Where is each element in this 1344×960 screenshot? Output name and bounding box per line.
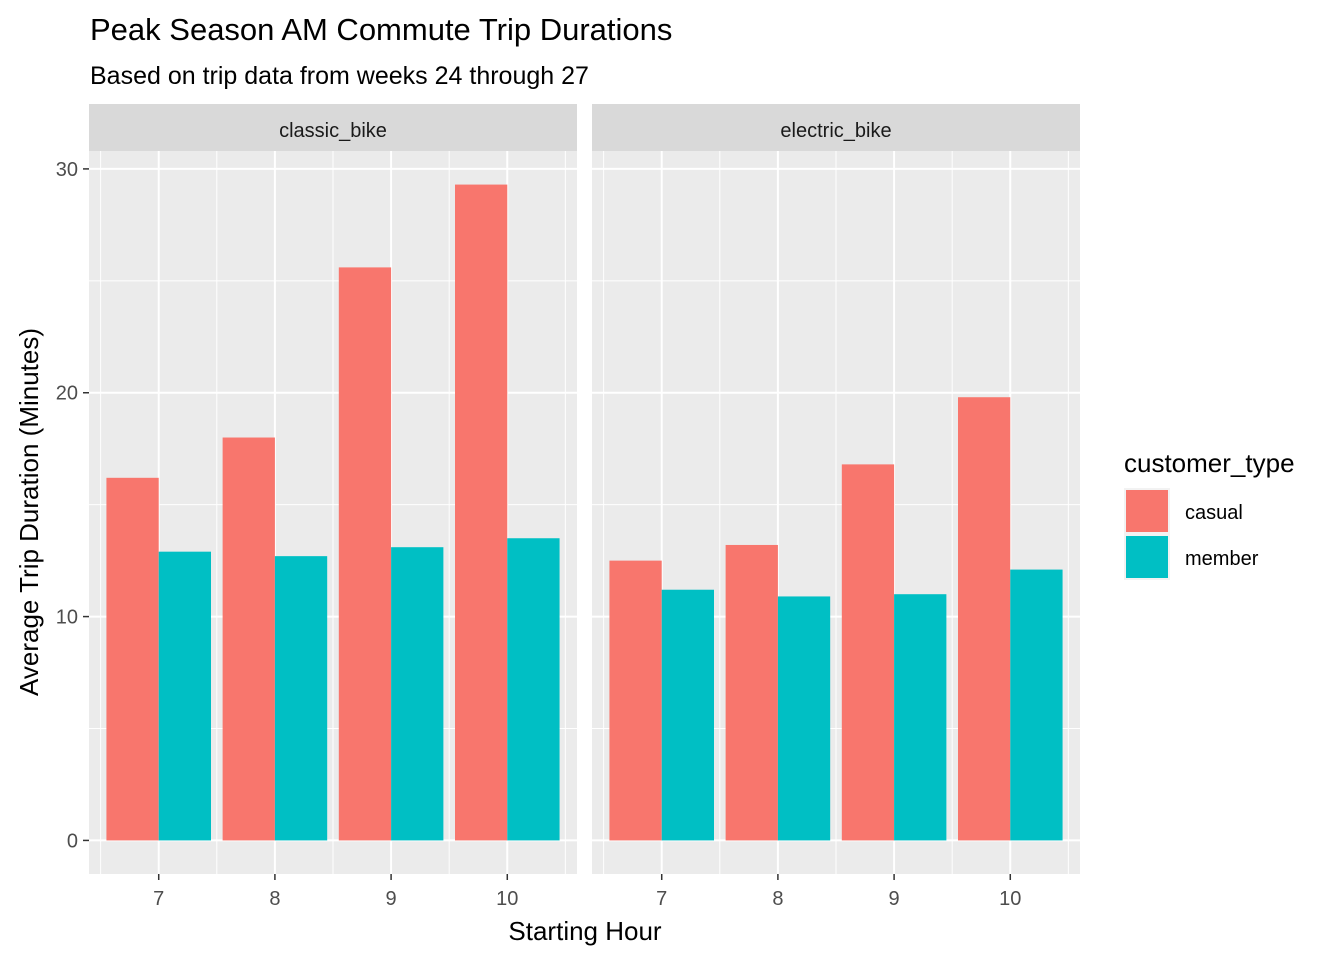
bar-electric_bike-member-7	[661, 589, 714, 841]
bar-classic_bike-member-9	[391, 547, 444, 841]
x-tick-label: 8	[772, 888, 783, 910]
chart-title: Peak Season AM Commute Trip Durations	[90, 12, 672, 47]
facet-strip	[592, 104, 1080, 151]
facet-strip	[89, 104, 577, 151]
bar-electric_bike-casual-9	[841, 464, 895, 841]
facet-strip-label: electric_bike	[780, 120, 891, 142]
x-tick-label: 9	[386, 888, 397, 910]
facet-panels: classic_bike 7 8 9 10 electric_bike 7 8 9 10	[89, 104, 1080, 910]
bar-electric_bike-member-8	[777, 596, 831, 841]
facet-strip-label: classic_bike	[279, 120, 387, 142]
bar-classic_bike-casual-7	[106, 477, 159, 841]
y-tick-label: 20	[56, 383, 78, 405]
bar-classic_bike-member-8	[274, 556, 328, 841]
chart-subtitle: Based on trip data from weeks 24 through…	[90, 62, 589, 90]
x-tick-label: 10	[999, 888, 1021, 910]
facet-panel-classic_bike: classic_bike 7 8 9 10	[89, 104, 577, 910]
x-tick-label: 9	[889, 888, 900, 910]
bar-classic_bike-member-7	[158, 551, 211, 841]
x-tick-label: 7	[153, 888, 164, 910]
legend-swatch-member	[1126, 536, 1168, 578]
bar-electric_bike-casual-10	[958, 397, 1011, 841]
facet-panel-electric_bike: electric_bike 7 8 9 10	[592, 104, 1080, 910]
x-axis-title: Starting Hour	[508, 916, 662, 946]
bar-electric_bike-member-10	[1010, 569, 1063, 841]
x-tick-label: 10	[496, 888, 518, 910]
bar-electric_bike-casual-7	[609, 560, 662, 841]
y-axis: 0 10 20 30	[56, 159, 89, 852]
legend-title: customer_type	[1124, 448, 1295, 478]
legend: customer_type casual member	[1124, 448, 1295, 580]
y-axis-title: Average Trip Duration (Minutes)	[14, 328, 44, 696]
x-tick-label: 7	[656, 888, 667, 910]
y-tick-label: 30	[56, 159, 78, 181]
legend-label-casual: casual	[1185, 502, 1243, 524]
bar-electric_bike-casual-8	[725, 544, 778, 841]
x-tick-label: 8	[269, 888, 280, 910]
bar-classic_bike-casual-10	[455, 184, 508, 841]
y-tick-label: 0	[67, 830, 78, 852]
legend-swatch-casual	[1126, 490, 1168, 532]
legend-label-member: member	[1185, 548, 1259, 570]
bar-classic_bike-casual-8	[222, 437, 275, 841]
bar-classic_bike-member-10	[507, 538, 560, 841]
bar-electric_bike-member-9	[894, 594, 947, 841]
y-tick-label: 10	[56, 607, 78, 629]
bar-classic_bike-casual-9	[338, 267, 392, 841]
